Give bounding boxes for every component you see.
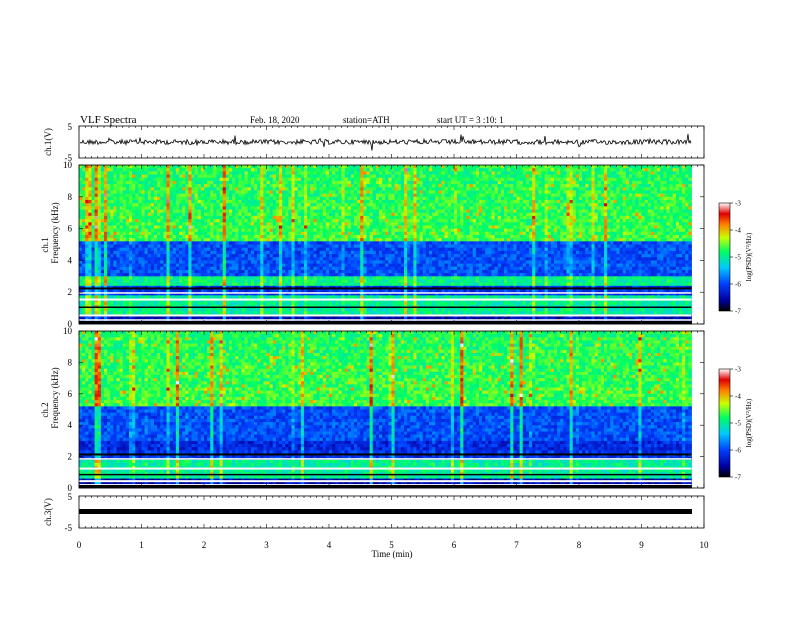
- figure-title: VLF Spectra: [80, 114, 137, 126]
- time-tick-label: 8: [577, 540, 582, 550]
- ch2-spectrogram-ylabel-channel: ch.2: [40, 402, 50, 417]
- ch2-spectrogram-image: [79, 331, 692, 488]
- time-tick-label: 7: [514, 540, 519, 550]
- freq-tick-label: 2: [68, 452, 73, 462]
- ch2-spectrogram-ylabel-frequency: Frequency (kHz): [50, 367, 60, 428]
- ch3-waveform-line: [79, 509, 692, 514]
- ch1-spectrogram-image: [79, 165, 692, 324]
- colorbar-tick-label: -6: [735, 447, 741, 455]
- colorbar-tick-label: -4: [735, 227, 741, 235]
- colorbar-tick-label: -6: [735, 281, 741, 289]
- ch3-ytick-bottom: -5: [65, 523, 73, 533]
- time-tick-label: 9: [639, 540, 644, 550]
- time-tick-label: 1: [139, 540, 144, 550]
- colorbar-tick-label: -7: [735, 474, 741, 482]
- freq-tick-label: 10: [63, 160, 73, 170]
- ch2-colorbar-label: log(PSD)(V²/Hz): [745, 398, 753, 447]
- ch1-waveform-line: [80, 134, 691, 151]
- ch1-ytick-top: 5: [68, 122, 73, 132]
- colorbar-tick-label: -5: [735, 420, 741, 428]
- time-tick-label: 2: [202, 540, 207, 550]
- time-tick-label: 4: [327, 540, 332, 550]
- ch3-waveform-ylabel: ch.3(V): [43, 498, 53, 526]
- freq-tick-label: 2: [68, 287, 73, 297]
- colorbar-tick-label: -4: [735, 393, 741, 401]
- freq-tick-label: 8: [68, 357, 73, 367]
- freq-tick-label: 10: [63, 326, 73, 336]
- colorbar-tick-label: -3: [735, 200, 741, 208]
- header-station: station=ATH: [343, 115, 390, 125]
- freq-tick-label: 4: [68, 255, 73, 265]
- header-date: Feb. 18, 2020: [250, 115, 300, 125]
- ch1-spectrogram-ylabel-frequency: Frequency (kHz): [50, 202, 60, 263]
- time-tick-label: 0: [77, 540, 82, 550]
- time-tick-label: 6: [452, 540, 457, 550]
- ch2-colorbar-ticks: -3 -4 -5 -6 -7: [730, 366, 741, 482]
- freq-tick-label: 8: [68, 192, 73, 202]
- ch1-colorbar-label: log(PSD)(V²/Hz): [745, 232, 753, 281]
- ch1-colorbar: -3 -4 -5 -6 -7 log(PSD)(V²/Hz): [719, 200, 753, 316]
- ch1-spectrogram-ylabel-channel: ch.1: [40, 237, 50, 252]
- freq-tick-label: 6: [68, 224, 73, 234]
- ch1-waveform-ylabel: ch.1(V): [43, 128, 53, 156]
- colorbar-tick-label: -5: [735, 254, 741, 262]
- time-axis-label: Time (min): [372, 549, 413, 559]
- freq-tick-label: 4: [68, 420, 73, 430]
- ch1-waveform-panel: 5 -5 ch.1(V): [43, 122, 704, 163]
- colorbar-tick-label: -3: [735, 366, 741, 374]
- time-tick-label: 10: [700, 540, 710, 550]
- freq-tick-label: 6: [68, 389, 73, 399]
- ch1-colorbar-ticks: -3 -4 -5 -6 -7: [730, 200, 741, 316]
- time-tick-label: 3: [264, 540, 269, 550]
- header-start-time: start UT = 3 :10: 1: [437, 115, 504, 125]
- colorbar-tick-label: -7: [735, 308, 741, 316]
- ch3-ytick-top: 5: [68, 492, 73, 502]
- ch2-colorbar: -3 -4 -5 -6 -7 log(PSD)(V²/Hz): [719, 366, 753, 482]
